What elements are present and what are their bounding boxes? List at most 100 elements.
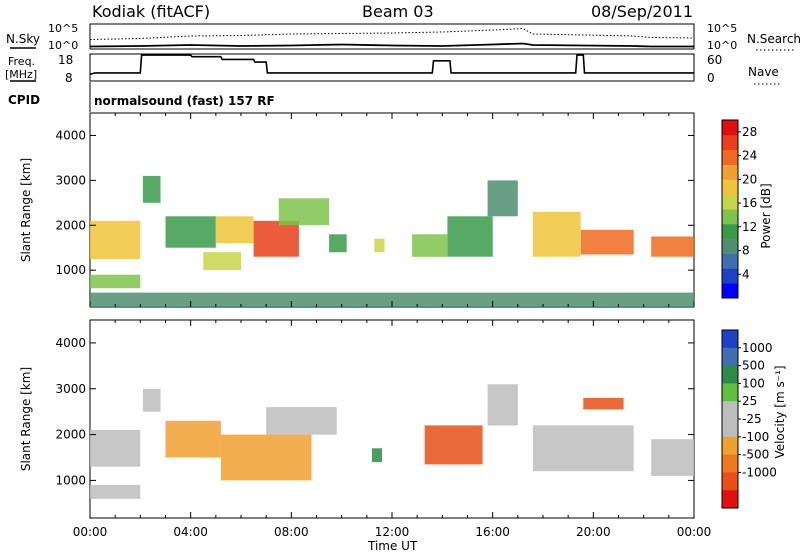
velocity-colorbar-swatch: [722, 419, 738, 438]
velocity-colorbar-tick-label: -25: [742, 412, 762, 426]
cpid-label: CPID: [8, 93, 40, 107]
power-colorbar-tick-label: 12: [742, 220, 757, 234]
cpid-program: normalsound (fast) 157 RF: [94, 94, 275, 108]
nave-label: Nave: [748, 65, 779, 79]
date-title: 08/Sep/2011: [591, 2, 693, 21]
velocity-region: [532, 425, 634, 472]
power-data-group: [90, 175, 694, 307]
velocity-colorbar-swatch: [722, 436, 738, 456]
range-tick-label: 1000: [55, 473, 86, 487]
time-tick-label: 16:00: [475, 525, 510, 539]
power-colorbar-swatch: [722, 120, 738, 136]
power-region: [215, 216, 254, 244]
noise-series-group: [89, 27, 695, 48]
range-tick-label: 3000: [55, 173, 86, 187]
noise-series-line: [89, 42, 694, 48]
power-colorbar-swatch: [722, 194, 738, 210]
velocity-colorbar-tick-label: 1000: [742, 341, 773, 355]
time-tick-label: 12:00: [375, 525, 410, 539]
station-title: Kodiak (fitACF): [92, 2, 210, 21]
velocity-colorbar-swatch: [722, 330, 738, 349]
noise-right-label: N.Search: [747, 32, 800, 46]
range-tick-label: 2000: [55, 428, 86, 442]
velocity-region: [424, 425, 483, 465]
velocity-region: [651, 439, 694, 476]
power-panel-frame: [89, 112, 695, 308]
power-region: [90, 292, 694, 307]
time-tick-label: 00:00: [73, 525, 108, 539]
power-yaxis-group: 1000 2000 3000 4000: [55, 128, 694, 277]
power-colorbar-tick-label: 20: [742, 172, 757, 186]
velocity-region: [90, 430, 141, 467]
power-colorbar-tick-label: 28: [742, 125, 757, 139]
power-panel: 1000 2000 3000 4000 Slant Range [km]: [19, 112, 695, 308]
velocity-colorbar-swatch: [722, 472, 738, 491]
beam-title: Beam 03: [362, 2, 434, 21]
power-region: [165, 216, 216, 248]
nave-tick-top: 60: [707, 53, 722, 67]
noise-tick-bottom: 10^0: [48, 39, 78, 52]
power-colorbar-swatch: [722, 209, 738, 225]
power-colorbar-tick-label: 16: [742, 196, 757, 210]
velocity-panel-frame: [89, 319, 695, 519]
freq-series-group: [89, 54, 694, 76]
freq-tick-top: 18: [58, 53, 73, 67]
time-tick-label: 20:00: [576, 525, 611, 539]
velocity-data-group: [90, 384, 694, 499]
power-region: [447, 216, 493, 257]
power-region: [651, 236, 694, 257]
power-region: [90, 220, 141, 259]
power-region: [532, 211, 581, 257]
power-colorbar-tick-label: 24: [742, 149, 757, 163]
power-region: [580, 229, 634, 255]
power-colorbar-tick-label: 8: [742, 244, 750, 258]
power-colorbar-frame: [721, 119, 739, 299]
range-tick-label: 2000: [55, 218, 86, 232]
power-colorbar-label: Power [dB]: [759, 183, 773, 248]
power-xaxis-group: [89, 113, 695, 307]
time-tick-label: 08:00: [274, 525, 309, 539]
nave-tick-bottom: 0: [707, 71, 715, 85]
noise-tick-top: 10^5: [48, 22, 78, 35]
power-colorbar-swatch: [722, 238, 738, 254]
noise-right-tick-bottom: 10^0: [707, 39, 737, 52]
power-region: [278, 198, 330, 226]
velocity-colorbar-swatch: [722, 454, 738, 473]
velocity-ylabel: Slant Range [km]: [19, 367, 33, 471]
power-region: [412, 234, 448, 257]
velocity-colorbar: 1000 500 100 25 -25 -100 -500 -1000: [721, 329, 777, 509]
velocity-region: [165, 420, 221, 458]
power-colorbar-swatch: [722, 179, 738, 195]
time-tick-label: 04:00: [173, 525, 208, 539]
power-region: [487, 180, 518, 217]
velocity-region: [142, 388, 161, 412]
power-colorbar-swatch: [722, 164, 738, 180]
velocity-colorbar-swatch: [722, 401, 738, 420]
power-region: [142, 175, 161, 203]
velocity-panel: 1000 2000 3000 4000 Slant Range [km]: [19, 319, 695, 519]
velocity-yaxis-group: 1000 2000 3000 4000: [55, 336, 694, 487]
velocity-region: [583, 397, 624, 410]
velocity-colorbar-tick-label: -1000: [742, 465, 777, 479]
velocity-region: [371, 448, 382, 463]
velocity-colorbar-swatch: [722, 365, 738, 384]
power-colorbar-tick-label: 4: [742, 267, 750, 281]
velocity-region: [487, 384, 518, 426]
velocity-colorbar-tick-label: 100: [742, 376, 765, 390]
noise-right-tick-top: 10^5: [707, 22, 737, 35]
velocity-colorbar-tick-label: -100: [742, 430, 769, 444]
power-region: [203, 252, 242, 271]
power-colorbar-swatch: [722, 149, 738, 165]
noise-panel: N.Sky 10^5 10^0 10^5 10^0 N.Search: [6, 22, 800, 52]
noise-panel-frame: [89, 23, 695, 50]
freq-panel: Freq. [MHz] 18 8 60 0 Nave: [5, 53, 780, 85]
velocity-region: [266, 407, 337, 435]
power-region: [253, 220, 299, 257]
velocity-colorbar-swatch: [722, 347, 738, 367]
freq-tick-bottom: 8: [65, 71, 73, 85]
range-tick-label: 3000: [55, 382, 86, 396]
power-colorbar-swatch: [722, 134, 738, 151]
power-colorbar: 28 24 20 16 12 8 4: [721, 119, 757, 299]
range-tick-label: 1000: [55, 263, 86, 277]
